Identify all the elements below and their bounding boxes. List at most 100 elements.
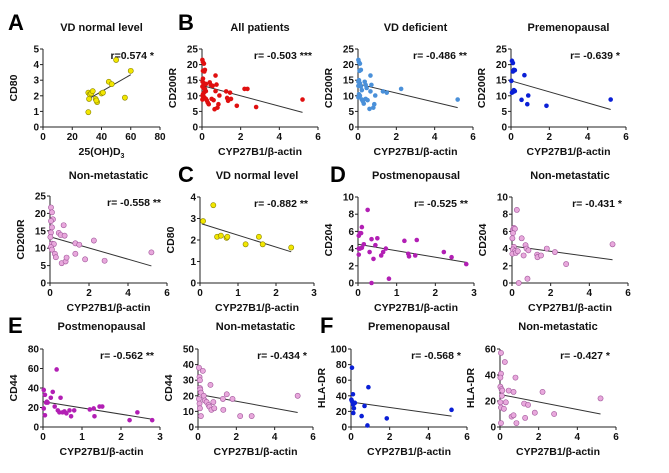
x-tick-label: 2 [238, 132, 244, 143]
y-tick-label: 20 [485, 397, 497, 408]
x-axis-label: CYP27B1/β-actin [526, 146, 610, 158]
x-tick-label: 2 [547, 132, 553, 143]
data-point [367, 249, 372, 255]
data-point [539, 388, 546, 395]
data-point [366, 384, 371, 390]
data-point [361, 242, 367, 247]
data-point [90, 237, 97, 244]
data-point [52, 404, 57, 409]
scatter-plot-E-postmenopausal-cd44: Postmenopausal 0 20 40 60 80 0 1 2 3 CYP27B1/β-act… [8, 321, 163, 458]
y-tick-label: 30 [183, 376, 195, 387]
data-point [71, 408, 77, 413]
y-tick-label: 0 [490, 423, 496, 434]
data-point [509, 235, 516, 242]
data-point [217, 232, 224, 239]
panel-letter-d: D [330, 162, 346, 187]
y-axis-label: CD200R [167, 67, 179, 108]
data-point [72, 250, 79, 257]
x-axis-label: CYP27B1/β-actin [528, 302, 612, 314]
data-point [82, 256, 88, 263]
x-axis-label: CYP27B1/β-actin [218, 146, 302, 158]
y-axis-label: CD200R [323, 67, 335, 108]
x-tick-label: 6 [310, 432, 316, 443]
x-tick-label: 2 [86, 288, 92, 299]
y-tick-label: 25 [187, 45, 199, 56]
data-point [414, 237, 420, 243]
y-tick-label: 2 [33, 91, 39, 102]
data-point [384, 416, 390, 421]
data-point [497, 399, 504, 406]
data-point [108, 81, 115, 87]
y-axis-label: HLA-DR [465, 367, 477, 408]
y-tick-label: 50 [183, 345, 195, 356]
data-point [368, 89, 373, 94]
data-point [510, 388, 517, 395]
y-tick-label: 100 [330, 345, 347, 356]
y-tick-label: 25 [496, 45, 508, 56]
y-tick-label: 60 [28, 364, 40, 375]
chart-title: Premenopausal [528, 22, 610, 34]
y-tick-label: 6 [348, 227, 354, 238]
panel-letter-f: F [320, 313, 333, 338]
y-tick-label: 1 [190, 257, 196, 268]
x-tick-label: 6 [613, 432, 619, 443]
y-tick-label: 10 [496, 91, 508, 102]
data-point [512, 374, 519, 381]
data-point [220, 406, 227, 413]
y-axis-label: CD204 [477, 223, 489, 256]
data-point [500, 405, 507, 412]
data-point [519, 97, 524, 103]
data-point [522, 414, 529, 421]
x-tick-label: 60 [125, 132, 137, 143]
x-tick-label: 4 [585, 132, 591, 143]
chart-title: Non-metastatic [69, 170, 148, 182]
scatter-plot-B-premenopausal-cd200r: Premenopausal 0 5 10 15 20 25 0 2 4 6 CYP27B1/β-act… [476, 22, 629, 158]
scatter-plot-F-non-metastatic-hla-dr: Non-metastatic 0 20 40 60 0 2 4 6 CYP27B1/β-actin… [465, 321, 619, 458]
data-point [524, 275, 531, 282]
x-axis-label: CYP27B1/β-actin [213, 446, 297, 458]
scatter-plot-B-all-patients-cd200r: All patients 0 5 10 15 20 25 0 2 4 6 CYP27B1/β-acti… [167, 22, 321, 158]
data-point [196, 364, 202, 371]
x-tick-label: 2 [394, 132, 400, 143]
data-point [294, 392, 301, 399]
data-point [48, 204, 54, 211]
data-point [200, 392, 207, 399]
data-point [359, 87, 365, 93]
data-point [86, 96, 92, 102]
x-tick-label: 2 [118, 432, 124, 443]
chart-title: Non-metastatic [530, 170, 609, 182]
data-point [122, 94, 128, 101]
data-point [48, 395, 54, 401]
data-point [259, 241, 266, 248]
data-point [502, 399, 509, 406]
data-point [369, 236, 374, 242]
data-point [196, 396, 202, 402]
data-point [214, 82, 219, 87]
data-point [597, 395, 604, 402]
data-point [375, 235, 380, 241]
data-point [499, 387, 506, 394]
data-point [365, 423, 370, 428]
scatter-plot-E-non-metastatic-cd44: Non-metastatic 0 10 20 30 40 50 0 2 4 6 CYP27B1/β-a… [163, 321, 316, 458]
data-point [463, 261, 469, 267]
x-axis-label: CYP27B1/β-actin [373, 146, 457, 158]
data-point [525, 93, 531, 98]
y-tick-label: 15 [187, 76, 199, 87]
data-point [42, 413, 48, 418]
y-tick-label: 3 [33, 76, 39, 87]
data-point [406, 254, 412, 259]
data-point [525, 247, 532, 254]
data-point [512, 88, 518, 94]
panel-letter-e: E [8, 313, 23, 338]
data-point [509, 78, 514, 84]
y-tick-label: 0 [341, 423, 347, 434]
y-tick-label: 20 [336, 407, 348, 418]
scatter-plot-A-vd-normal-cd80: VD normal level 0 1 2 3 4 5 0 20 40 60 80 25(OH)D3 CD… [8, 22, 166, 160]
data-point [510, 69, 516, 74]
data-point [497, 374, 504, 381]
data-point [248, 413, 255, 419]
x-tick-label: 0 [355, 288, 361, 299]
data-point [234, 103, 240, 109]
x-tick-label: 4 [587, 288, 593, 299]
x-axis-label: CYP27B1/β-actin [516, 446, 600, 458]
